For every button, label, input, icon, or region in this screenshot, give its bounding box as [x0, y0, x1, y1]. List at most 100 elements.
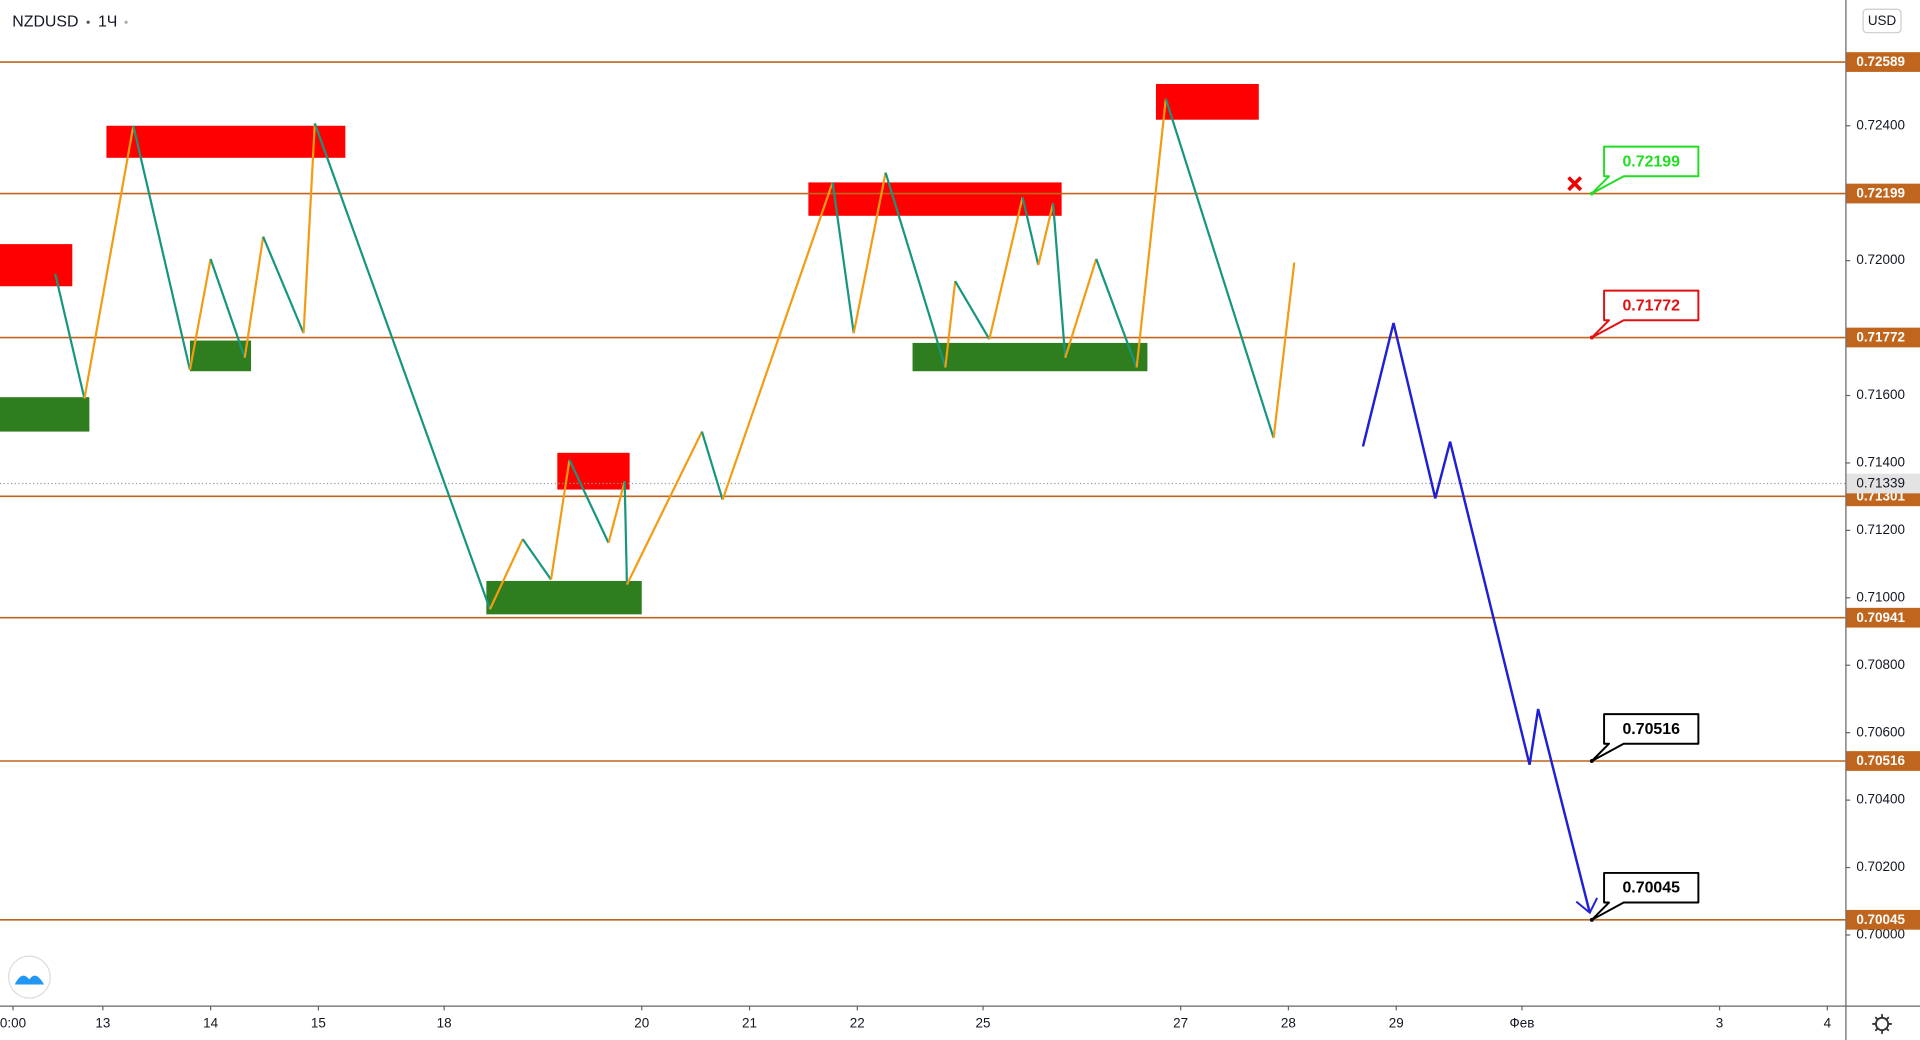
zigzag-segment: [1037, 203, 1055, 266]
callout-box: [1590, 145, 1700, 195]
level-axis-box: [1846, 607, 1920, 628]
x-tick-label: Фев: [1510, 1016, 1535, 1031]
zigzag-segment: [1164, 98, 1275, 439]
logo-circle: [7, 955, 51, 999]
x-tick-label: 4: [1824, 1016, 1832, 1031]
callout-label: 0.70516: [1622, 721, 1680, 738]
level-axis-box: [1846, 909, 1920, 930]
x-tick-label: 28: [1281, 1016, 1296, 1031]
zigzag-segment: [623, 481, 629, 585]
zigzag-segment: [209, 258, 246, 359]
zigzag-segment: [944, 281, 957, 368]
projection-arrowhead: [1575, 897, 1598, 915]
zone: [189, 340, 252, 372]
level-axis-box: [1846, 751, 1920, 771]
gear-teeth: [1872, 1014, 1892, 1034]
axes: 0.70000 0.70200 0.70400 0.70600 0.70800 0.710…: [0, 52, 1920, 1031]
y-tick-label: 0.71000: [1856, 589, 1905, 604]
callout-anchor: [1589, 917, 1594, 922]
level-axis-box: [1846, 327, 1920, 348]
zigzag-segment: [884, 172, 947, 368]
y-tick-label: 0.71200: [1856, 522, 1905, 537]
zigzag-segment: [243, 236, 265, 358]
x-tick-label: 25: [976, 1016, 991, 1031]
y-tick-label: 0.70600: [1856, 724, 1905, 739]
zigzag-segment: [568, 459, 610, 544]
callout-anchor: [1589, 191, 1594, 196]
currency-label: USD: [1868, 13, 1897, 28]
separator-dot: [124, 20, 128, 24]
projection-path: [1361, 322, 1591, 914]
zone: [106, 125, 346, 158]
zigzag-segment: [549, 459, 571, 580]
x-tick-label: 15: [311, 1016, 326, 1031]
zigzag-segment: [1064, 258, 1098, 359]
y-tick-label: 0.70000: [1856, 927, 1905, 942]
x-tick-label: 20: [634, 1016, 649, 1031]
zone: [912, 342, 1148, 372]
x-tick-label: 14: [203, 1016, 218, 1031]
zigzag-segment: [625, 431, 703, 586]
callout-label: 0.72199: [1622, 153, 1680, 170]
level-axis-label: 0.70516: [1856, 753, 1905, 768]
logo[interactable]: [7, 955, 51, 999]
zigzag-segment: [313, 123, 491, 610]
zigzag-segment: [521, 538, 552, 581]
zigzag-segment: [721, 182, 834, 501]
interval: 1Ч: [98, 13, 117, 30]
currency-button[interactable]: [1862, 8, 1902, 34]
zone: [486, 580, 642, 615]
zigzag-segment: [302, 123, 316, 334]
callout-box: [1590, 289, 1700, 339]
settings-button[interactable]: [1872, 1014, 1892, 1034]
level-axis-label: 0.72589: [1856, 54, 1905, 69]
y-tick-label: 0.71600: [1856, 387, 1905, 402]
x-tick-label: 3: [1716, 1016, 1724, 1031]
zigzag-segment: [488, 538, 524, 610]
zigzag-segment: [852, 172, 887, 334]
zigzag-segment: [607, 480, 626, 544]
x-tick-label: 22: [850, 1016, 865, 1031]
zigzag-segment: [1052, 203, 1067, 358]
zigzag-segment: [988, 196, 1024, 340]
x-tick-label: 21: [742, 1016, 757, 1031]
y-tick-label: 0.70200: [1856, 859, 1905, 874]
level-axis-label: 0.72199: [1856, 186, 1905, 201]
callout-anchor: [1589, 335, 1594, 340]
callout-box: [1590, 713, 1700, 762]
x-tick-label: 29: [1389, 1016, 1404, 1031]
x-tick-label: 18: [437, 1016, 452, 1031]
y-tick-label: 0.72400: [1856, 117, 1905, 132]
y-tick-label: 0.72000: [1856, 252, 1905, 267]
level-axis-label: 0.71772: [1856, 330, 1905, 345]
zigzag-segment: [1272, 262, 1296, 439]
callout-anchor: [1589, 759, 1594, 763]
y-tick-label: 0.70800: [1856, 657, 1905, 672]
zigzag-segment: [1095, 258, 1138, 368]
level-axis-label: 0.70045: [1856, 912, 1905, 927]
plot-area: 0.72199 0.71772 0.70516 0.70045: [0, 61, 1846, 922]
x-tick-label: 27: [1173, 1016, 1188, 1031]
zigzag-segment: [262, 236, 305, 334]
level-axis-box: [1846, 52, 1920, 72]
zigzag-segment: [954, 280, 991, 340]
y-tick-label: 0.71400: [1856, 454, 1905, 469]
zigzag-segment: [1021, 196, 1040, 266]
cancel-mark: [1567, 176, 1583, 192]
zone: [1155, 83, 1259, 120]
zigzag-segment: [132, 125, 192, 371]
x-tick-label: 0:00: [0, 1016, 26, 1031]
y-tick-label: 0.70400: [1856, 792, 1905, 807]
callout-box: [1590, 871, 1700, 921]
zigzag-segment: [700, 431, 724, 501]
separator-dot: [86, 20, 90, 24]
zigzag-segment: [1135, 98, 1167, 368]
zone: [0, 397, 90, 432]
zigzag-segment: [831, 182, 855, 334]
symbol-title: NZDUSD: [12, 13, 78, 30]
zigzag-segment: [54, 273, 86, 399]
zigzag-segment: [188, 258, 212, 371]
